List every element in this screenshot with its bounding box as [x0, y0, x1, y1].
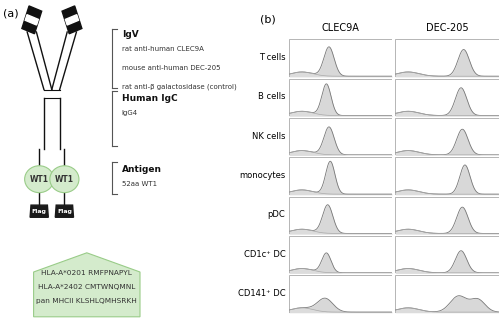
Polygon shape: [30, 205, 48, 217]
Text: IgG4: IgG4: [122, 110, 138, 116]
Bar: [289, 118, 392, 156]
Polygon shape: [62, 6, 82, 34]
Bar: [289, 79, 392, 116]
Polygon shape: [22, 6, 42, 34]
Bar: [395, 39, 498, 77]
Text: Antigen: Antigen: [122, 165, 162, 174]
Text: (a): (a): [3, 8, 18, 18]
Text: CLEC9A: CLEC9A: [322, 23, 360, 33]
Text: B cells: B cells: [258, 92, 285, 101]
Bar: [289, 157, 392, 195]
Text: DEC-205: DEC-205: [426, 23, 468, 33]
Text: 52aa WT1: 52aa WT1: [122, 181, 157, 187]
Polygon shape: [56, 205, 74, 217]
Text: T cells: T cells: [258, 53, 285, 62]
Text: pan MHCII KLSHLQMHSRKH: pan MHCII KLSHLQMHSRKH: [36, 298, 137, 304]
Bar: [395, 157, 498, 195]
Bar: [289, 196, 392, 234]
Text: (b): (b): [260, 14, 276, 24]
Text: rat anti-human CLEC9A: rat anti-human CLEC9A: [122, 46, 204, 52]
Ellipse shape: [24, 166, 54, 193]
Bar: [289, 236, 392, 273]
Ellipse shape: [50, 166, 79, 193]
Bar: [395, 79, 498, 116]
Polygon shape: [66, 15, 78, 25]
Text: IgV: IgV: [122, 30, 138, 39]
Bar: [395, 275, 498, 313]
Text: rat anti-β galactosidase (control): rat anti-β galactosidase (control): [122, 84, 236, 90]
Text: HLA-A*0201 RMFPNAPYL: HLA-A*0201 RMFPNAPYL: [42, 270, 132, 276]
Bar: [395, 236, 498, 273]
Text: Flag: Flag: [32, 209, 46, 214]
Text: pDC: pDC: [268, 210, 285, 219]
Text: CD141⁺ DC: CD141⁺ DC: [238, 289, 286, 298]
Bar: [289, 39, 392, 77]
Text: mouse anti-human DEC-205: mouse anti-human DEC-205: [122, 65, 220, 71]
Text: CD1c⁺ DC: CD1c⁺ DC: [244, 250, 286, 259]
Text: Human IgC: Human IgC: [122, 94, 178, 103]
Text: WT1: WT1: [30, 175, 48, 184]
Polygon shape: [25, 15, 38, 25]
Bar: [395, 196, 498, 234]
Text: WT1: WT1: [55, 175, 74, 184]
Bar: [289, 275, 392, 313]
Text: NK cells: NK cells: [252, 132, 286, 141]
Text: monocytes: monocytes: [239, 171, 286, 180]
Text: Flag: Flag: [57, 209, 72, 214]
Bar: [395, 118, 498, 156]
Text: HLA-A*2402 CMTWNQMNL: HLA-A*2402 CMTWNQMNL: [38, 284, 136, 290]
Polygon shape: [34, 253, 140, 317]
